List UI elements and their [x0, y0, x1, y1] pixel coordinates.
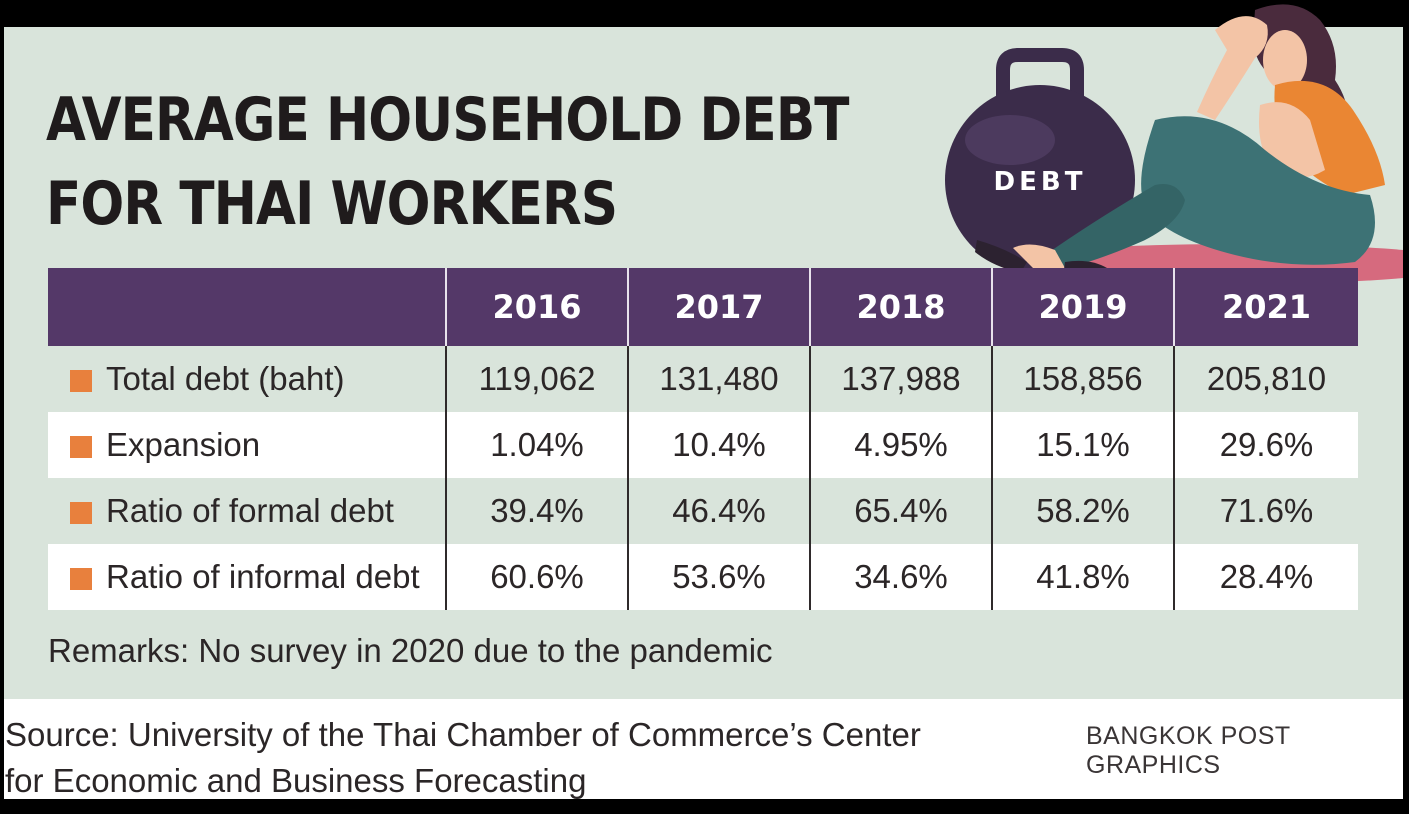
- year-header: 2021: [1173, 268, 1358, 346]
- title-line-2: FOR THAI WORKERS: [46, 169, 618, 239]
- row-label-cell: Ratio of formal debt: [48, 478, 446, 544]
- table-cell: 137,988: [809, 346, 992, 412]
- row-label-cell: Total debt (baht): [48, 346, 446, 412]
- table-cell: 41.8%: [991, 544, 1174, 610]
- table-cell: 29.6%: [1173, 412, 1358, 478]
- table-cell: 15.1%: [991, 412, 1174, 478]
- table-cell: 58.2%: [991, 478, 1174, 544]
- table-row-informal-debt: Ratio of informal debt 60.6% 53.6% 34.6%…: [48, 544, 1358, 610]
- table-cell: 39.4%: [445, 478, 628, 544]
- orange-bullet-icon: [70, 568, 92, 590]
- table-row-total-debt: Total debt (baht) 119,062 131,480 137,98…: [48, 346, 1358, 412]
- header-row: 2016 2017 2018 2019 2021: [48, 268, 1358, 346]
- header-corner: [48, 268, 446, 346]
- row-label: Expansion: [106, 426, 261, 463]
- table-cell: 71.6%: [1173, 478, 1358, 544]
- row-label: Total debt (baht): [106, 360, 345, 397]
- debt-weight-label: DEBT: [994, 167, 1087, 197]
- debt-woman-illustration: DEBT: [945, 4, 1403, 284]
- year-header: 2019: [991, 268, 1174, 346]
- row-label: Ratio of formal debt: [106, 492, 394, 529]
- table-cell: 4.95%: [809, 412, 992, 478]
- year-header: 2017: [627, 268, 810, 346]
- table-row-formal-debt: Ratio of formal debt 39.4% 46.4% 65.4% 5…: [48, 478, 1358, 544]
- year-header: 2018: [809, 268, 992, 346]
- table-cell: 1.04%: [445, 412, 628, 478]
- table-cell: 119,062: [445, 346, 628, 412]
- source-note: Source: University of the Thai Chamber o…: [5, 716, 921, 799]
- table-cell: 158,856: [991, 346, 1174, 412]
- table-cell: 10.4%: [627, 412, 810, 478]
- orange-bullet-icon: [70, 502, 92, 524]
- orange-bullet-icon: [70, 370, 92, 392]
- title-line-1: AVERAGE HOUSEHOLD DEBT: [46, 85, 849, 155]
- table-cell: 53.6%: [627, 544, 810, 610]
- orange-bullet-icon: [70, 436, 92, 458]
- row-label-cell: Ratio of informal debt: [48, 544, 446, 610]
- table-cell: 46.4%: [627, 478, 810, 544]
- remarks-note: Remarks: No survey in 2020 due to the pa…: [48, 632, 773, 669]
- graphics-credit: BANGKOK POST GRAPHICS: [1086, 722, 1291, 779]
- debt-table: 2016 2017 2018 2019 2021 Total debt (bah…: [48, 268, 1358, 610]
- footer-panel: [4, 699, 1403, 799]
- table-cell: 28.4%: [1173, 544, 1358, 610]
- chart-title: AVERAGE HOUSEHOLD DEBT FOR THAI WORKERS: [46, 78, 849, 246]
- row-label: Ratio of informal debt: [106, 558, 420, 595]
- table-cell: 34.6%: [809, 544, 992, 610]
- table-cell: 60.6%: [445, 544, 628, 610]
- row-label-cell: Expansion: [48, 412, 446, 478]
- table-cell: 65.4%: [809, 478, 992, 544]
- table-cell: 205,810: [1173, 346, 1358, 412]
- year-header: 2016: [445, 268, 628, 346]
- table-cell: 131,480: [627, 346, 810, 412]
- table-row-expansion: Expansion 1.04% 10.4% 4.95% 15.1% 29.6%: [48, 412, 1358, 478]
